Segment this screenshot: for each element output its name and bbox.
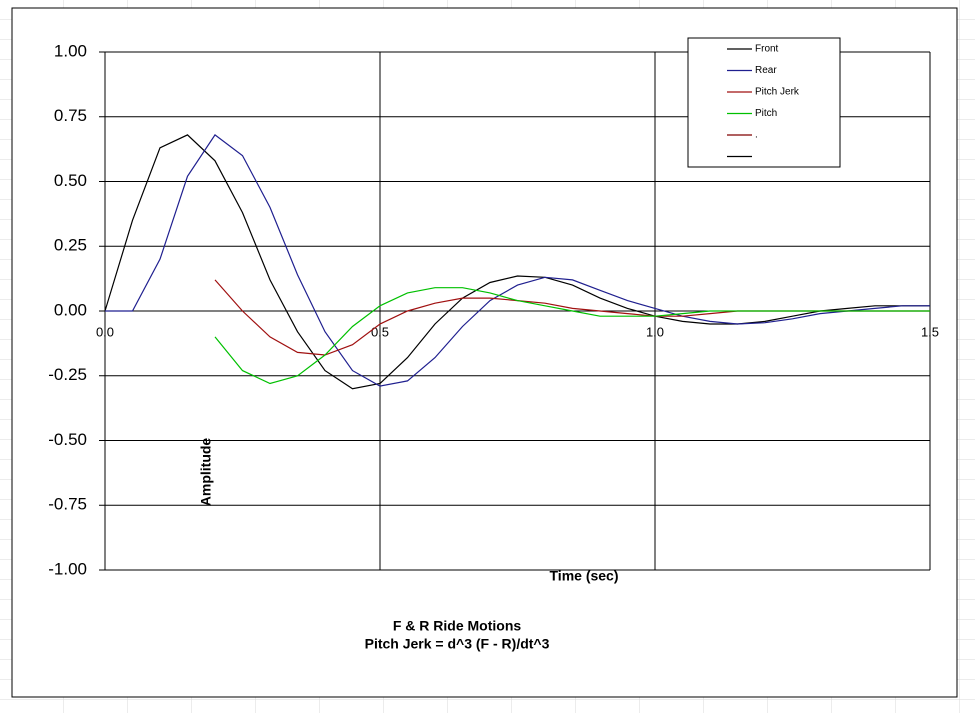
x-tick-label: 0.5 (371, 324, 389, 339)
x-tick-label: 1.0 (646, 324, 664, 339)
x-tick-label: 1.5 (921, 324, 939, 339)
y-tick-label: -0.25 (48, 365, 87, 384)
x-axis-title: Time (sec) (550, 568, 619, 584)
legend-label: Front (755, 44, 779, 55)
y-axis-title: Amplitude (198, 438, 214, 507)
legend-label: Pitch Jerk (755, 87, 800, 98)
legend-label: . (755, 130, 758, 141)
y-tick-label: -1.00 (48, 559, 87, 578)
y-tick-label: 1.00 (54, 41, 87, 60)
chart-title: F & R Ride Motions (393, 618, 522, 634)
y-tick-label: 0.50 (54, 171, 87, 190)
legend: Front Rear Pitch Jerk Pitch. (727, 44, 800, 158)
legend-box (687, 37, 841, 168)
y-tick-label: 0.75 (54, 106, 87, 125)
chart-subtitle: Pitch Jerk = d^3 (F - R)/dt^3 (365, 636, 550, 652)
series-line (214, 287, 930, 385)
series-line (105, 134, 930, 387)
y-tick-label: 0.00 (54, 300, 87, 319)
series-line (104, 134, 930, 390)
legend-label: Rear (755, 65, 777, 76)
y-tick-label: 0.25 (54, 236, 87, 255)
plot-area: -1.00-0.75-0.50-0.250.000.250.500.751.00… (48, 41, 939, 578)
legend-label: Pitch (755, 108, 777, 119)
y-tick-label: -0.75 (48, 495, 87, 514)
y-tick-label: -0.50 (48, 430, 87, 449)
